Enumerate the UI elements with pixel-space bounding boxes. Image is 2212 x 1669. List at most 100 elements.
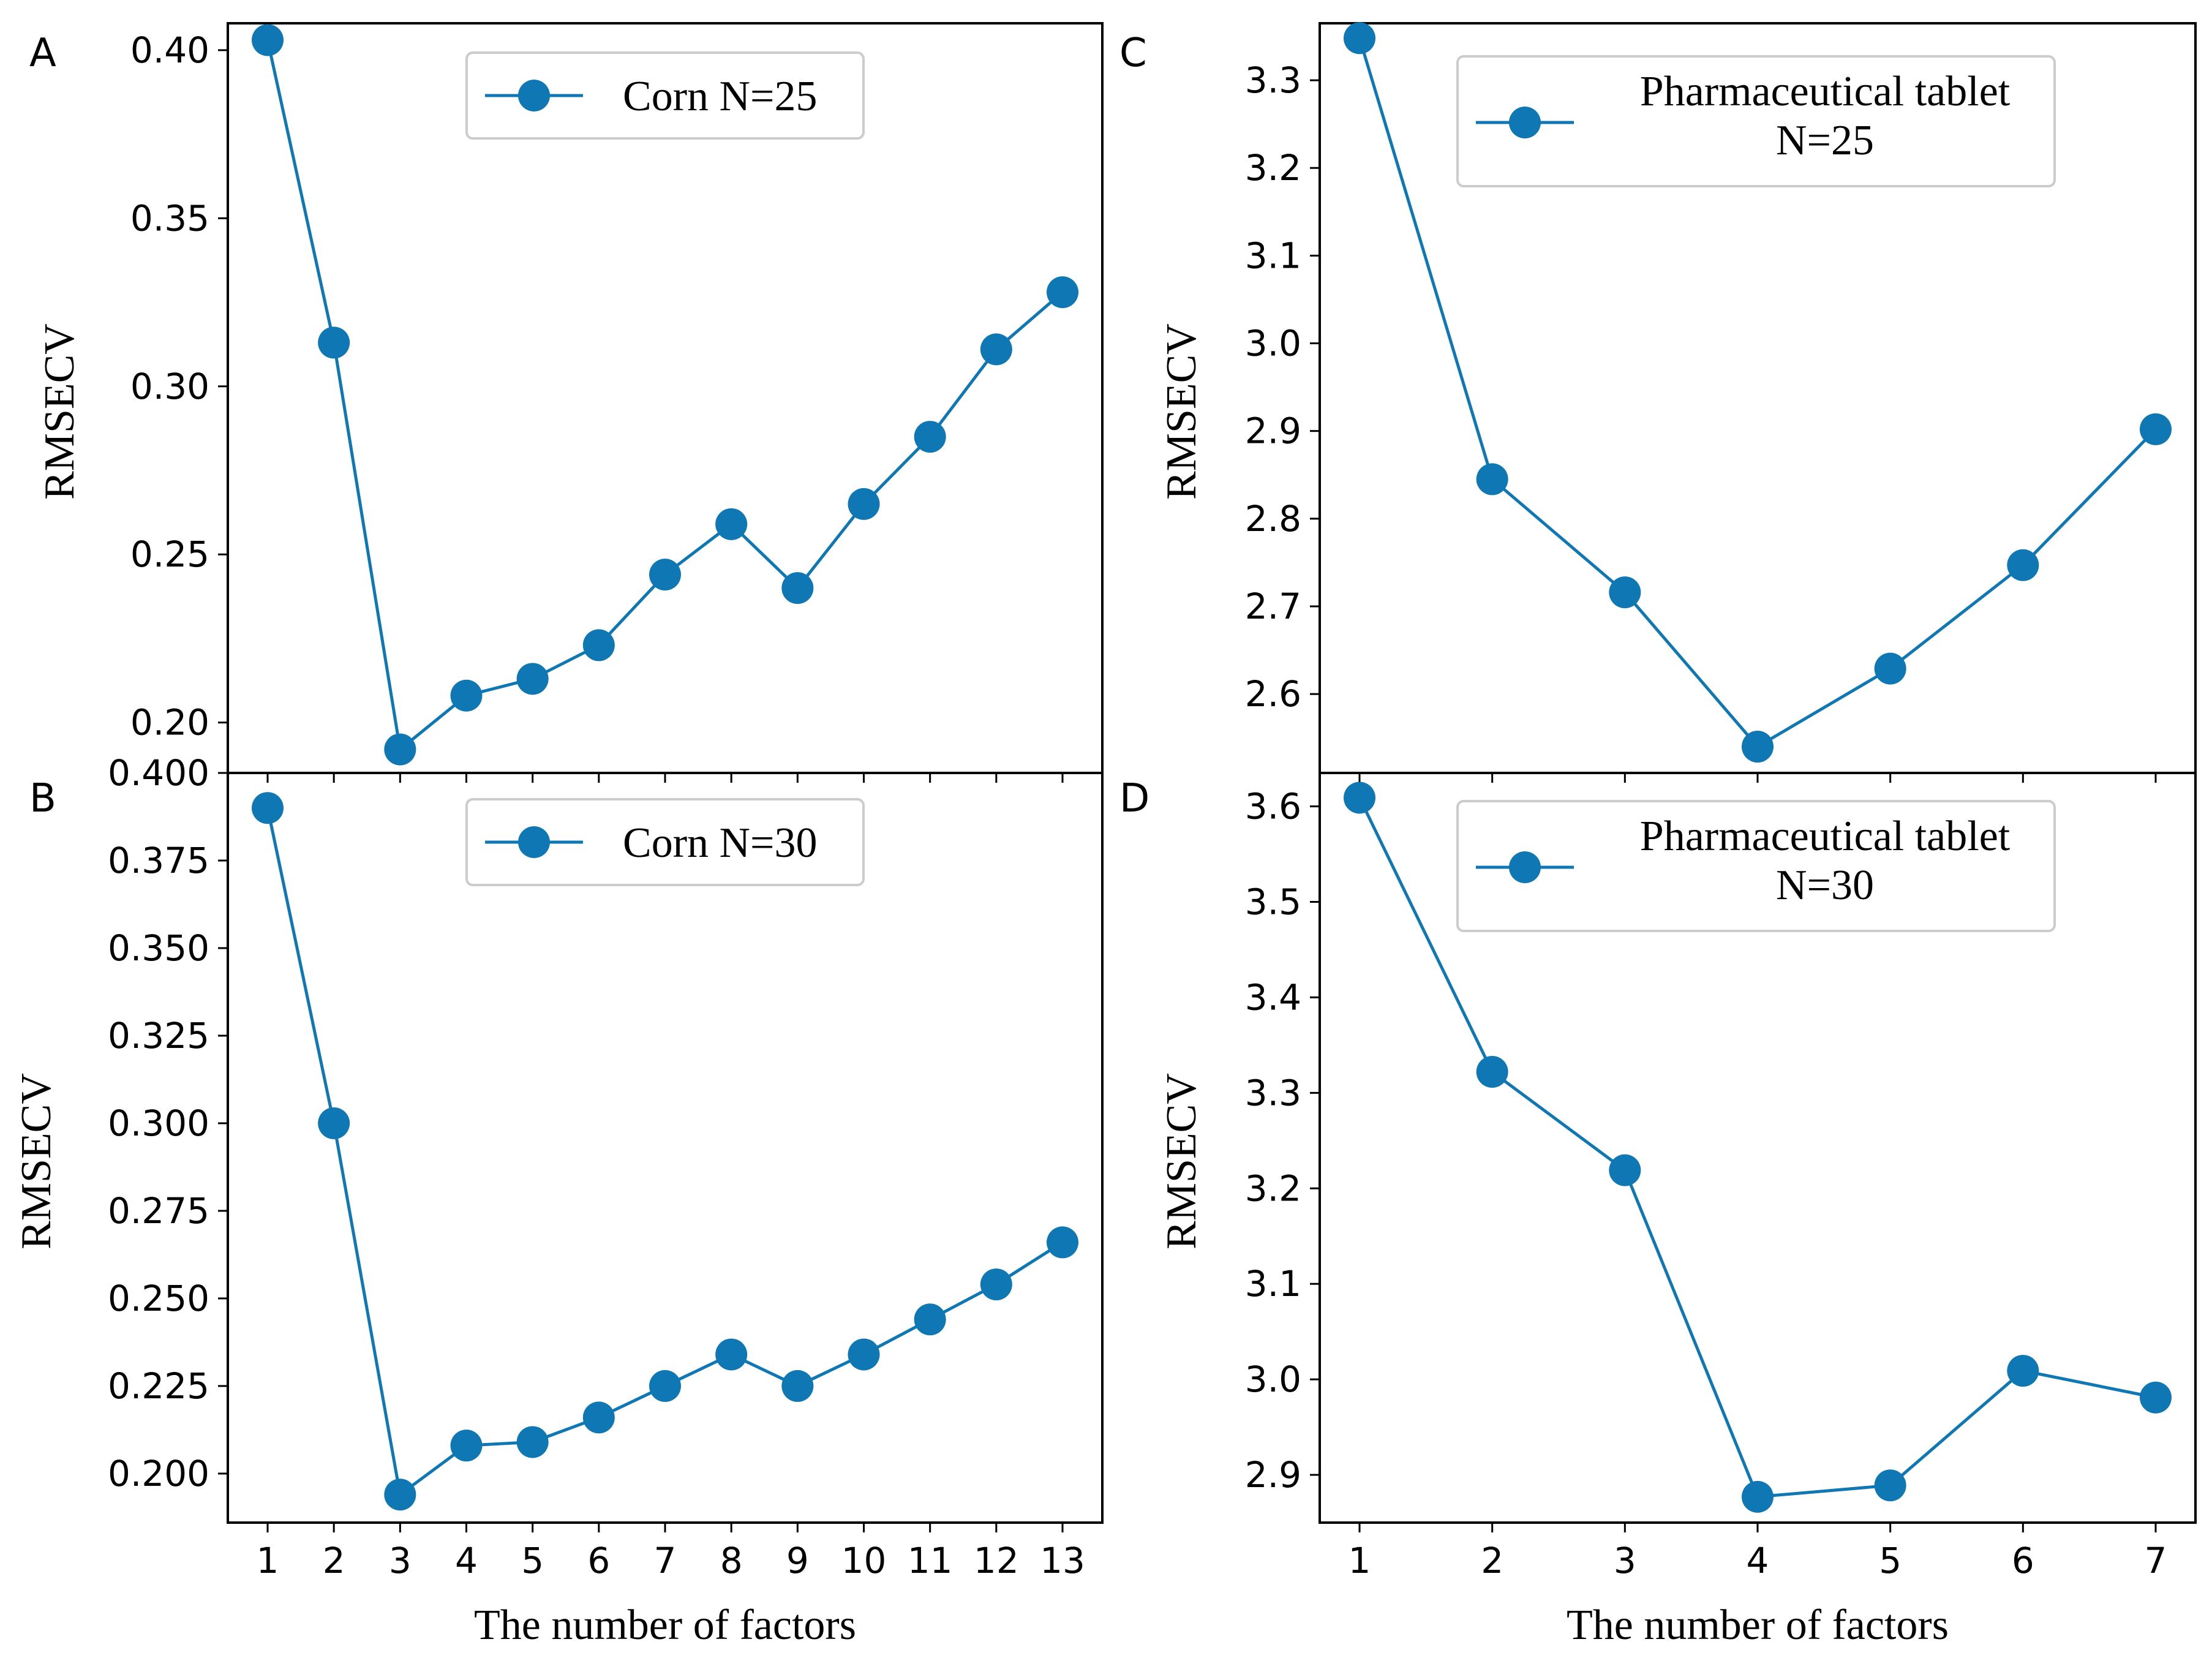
y-axis-label: RMSECV <box>36 323 83 500</box>
x-tick-label: 2 <box>1481 1540 1503 1581</box>
data-point <box>1344 22 1375 55</box>
data-point <box>384 1479 416 1511</box>
data-point <box>1609 576 1641 609</box>
x-tick-label: 12 <box>974 1540 1019 1581</box>
data-point <box>450 679 483 712</box>
x-tick-label: 5 <box>521 1540 544 1581</box>
x-tick-label: 9 <box>786 1540 809 1581</box>
data-point <box>2007 1355 2039 1387</box>
panel-letter: B <box>29 776 56 821</box>
panel-letter: A <box>29 31 56 76</box>
legend-label: Corn N=25 <box>623 73 818 120</box>
legend-box <box>465 798 865 886</box>
data-point <box>848 1338 880 1371</box>
y-tick-label: 0.200 <box>108 1453 209 1494</box>
data-point <box>450 1430 483 1462</box>
y-tick-label: 0.375 <box>108 840 209 881</box>
y-tick-label: 2.9 <box>1245 1454 1301 1496</box>
panel-letter: C <box>1119 31 1147 76</box>
x-tick-label: 7 <box>654 1540 677 1581</box>
chart-panel-c: 2.6 2.7 2.8 2.9 3.0 3.1 3.2 3.3 RMSECV C Pharmaceu… <box>1119 22 2197 783</box>
data-point <box>980 1268 1012 1301</box>
y-tick-label: 2.6 <box>1245 673 1301 715</box>
x-tick-label: 5 <box>1879 1540 1902 1581</box>
data-point <box>914 421 946 453</box>
y-tick-label: 0.400 <box>108 752 209 794</box>
x-axis-label: The number of factors <box>1567 1602 1949 1649</box>
y-tick-label: 0.300 <box>108 1102 209 1144</box>
y-tick-label: 0.25 <box>130 533 209 575</box>
y-tick-label: 3.3 <box>1245 1072 1301 1113</box>
x-tick-label: 8 <box>720 1540 743 1581</box>
data-point <box>1476 463 1508 495</box>
data-point <box>384 733 416 766</box>
y-tick-label: 0.275 <box>108 1190 209 1232</box>
data-point <box>649 1369 681 1402</box>
y-tick-label: 2.7 <box>1245 586 1301 627</box>
y-tick-label: 3.0 <box>1245 323 1301 364</box>
legend-label: Corn N=30 <box>623 819 818 867</box>
y-tick-label: 3.2 <box>1245 1167 1301 1209</box>
y-tick-label: 3.6 <box>1245 786 1301 827</box>
legend-box <box>1456 800 2056 932</box>
legend: Corn N=25 <box>465 51 865 140</box>
y-tick-label: 0.225 <box>108 1365 209 1407</box>
data-point <box>715 1338 748 1371</box>
data-point <box>1742 731 1774 763</box>
legend-marker <box>1509 851 1541 883</box>
y-tick-label: 3.0 <box>1245 1358 1301 1400</box>
x-tick-label: 6 <box>2012 1540 2034 1581</box>
legend: Corn N=30 <box>465 798 865 886</box>
y-tick-label: 0.30 <box>130 366 209 407</box>
panel-letter: D <box>1119 776 1149 821</box>
legend-marker <box>518 80 550 111</box>
y-tick-label: 0.350 <box>108 927 209 969</box>
data-point <box>2007 549 2039 581</box>
x-tick-label: 13 <box>1040 1540 1085 1581</box>
y-tick-label: 0.20 <box>130 702 209 744</box>
data-point <box>1476 1056 1508 1088</box>
legend-label: Pharmaceutical tablet <box>1640 813 2011 860</box>
data-point <box>781 1369 814 1402</box>
data-point <box>252 792 284 824</box>
x-tick-label: 1 <box>257 1540 279 1581</box>
data-point <box>582 1401 615 1434</box>
y-tick-label: 0.250 <box>108 1278 209 1319</box>
y-axis-label: RMSECV <box>1158 1073 1205 1249</box>
data-point <box>516 1426 549 1458</box>
x-axis-label: The number of factors <box>474 1602 856 1649</box>
series-line <box>266 39 1064 753</box>
chart-panel-d: 2.9 3.0 3.1 3.2 3.3 3.4 3.5 3.6 1 2 3 4 5 6 7 The numbe… <box>1119 772 2197 1649</box>
data-point <box>1609 1154 1641 1186</box>
y-tick-label: 2.8 <box>1245 498 1301 540</box>
y-tick-label: 2.9 <box>1245 410 1301 452</box>
x-tick-label: 11 <box>908 1540 953 1581</box>
y-tick-label: 3.2 <box>1245 147 1301 189</box>
y-tick-label: 3.4 <box>1245 976 1301 1018</box>
y-axis-label: RMSECV <box>13 1073 60 1249</box>
y-tick-label: 0.40 <box>130 29 209 71</box>
data-point <box>1874 652 1906 685</box>
data-point <box>252 24 284 56</box>
legend-box <box>1456 55 2056 187</box>
x-tick-label: 1 <box>1349 1540 1371 1581</box>
data-point <box>318 326 350 359</box>
data-point <box>582 629 615 661</box>
data-point <box>980 333 1012 366</box>
y-tick-label: 3.3 <box>1245 59 1301 101</box>
x-tick-label: 3 <box>389 1540 412 1581</box>
legend-label: Pharmaceutical tablet <box>1640 68 2011 115</box>
data-point <box>1047 276 1078 309</box>
data-point <box>1742 1480 1774 1513</box>
legend-label: N=30 <box>1776 862 1874 909</box>
x-tick-label: 10 <box>841 1540 887 1581</box>
x-tick-label: 6 <box>587 1540 610 1581</box>
data-point <box>318 1107 350 1139</box>
x-tick-label: 4 <box>1747 1540 1769 1581</box>
data-point <box>516 663 549 695</box>
y-tick-label: 3.1 <box>1245 235 1301 276</box>
y-tick-label: 0.35 <box>130 197 209 239</box>
